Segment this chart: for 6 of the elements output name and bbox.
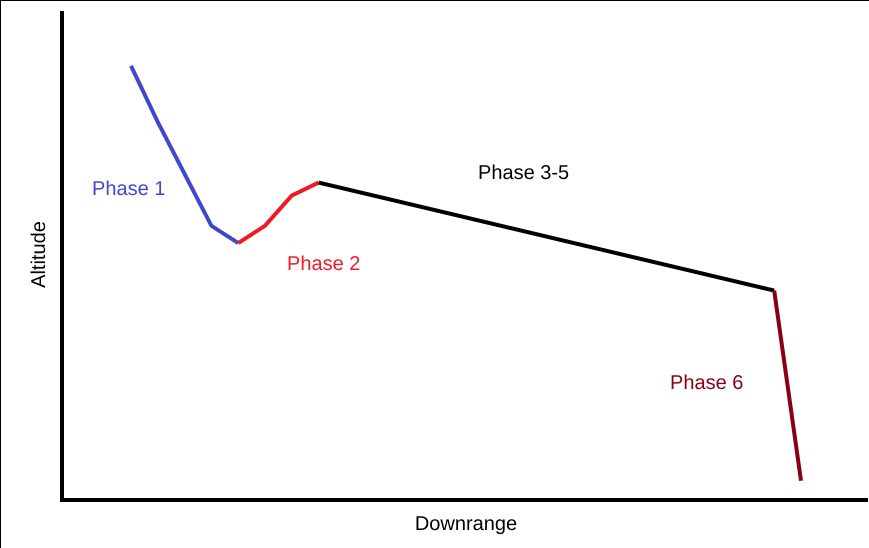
series-label: Phase 1 xyxy=(92,178,166,200)
series-label: Phase 3-5 xyxy=(478,162,570,184)
text: Phase 6 xyxy=(670,372,744,394)
y-axis-title: Altitude xyxy=(28,221,50,288)
series-label: Phase 2 xyxy=(287,253,360,275)
x-axis-title: Downrange xyxy=(414,513,518,535)
